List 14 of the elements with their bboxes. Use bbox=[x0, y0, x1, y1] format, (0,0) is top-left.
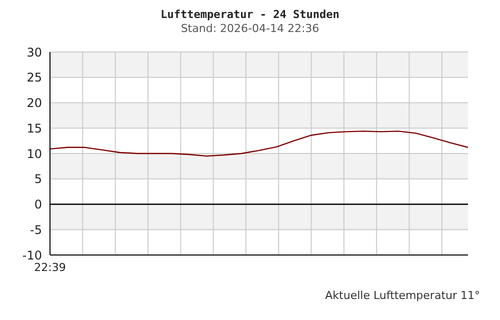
y-tick-label: 25 bbox=[26, 70, 42, 85]
chart-subtitle: Stand: 2026-04-14 22:36 bbox=[180, 22, 320, 35]
y-tick-label: 0 bbox=[34, 198, 42, 212]
text: Aktuelle Lufttemperatur 11° bbox=[324, 289, 480, 302]
y-tick-label: -10 bbox=[22, 248, 42, 262]
y-tick-label: -5 bbox=[30, 222, 42, 237]
y-tick-label: 20 bbox=[26, 96, 42, 110]
y-tick-label: 30 bbox=[26, 45, 42, 60]
y-tick-label: 10 bbox=[26, 146, 42, 161]
line-series bbox=[50, 130, 468, 157]
y-tick-label: 15 bbox=[26, 121, 42, 136]
x-tick-label: 22:39 bbox=[34, 260, 66, 274]
chart-title: Lufttemperatur - 24 Stunden bbox=[160, 8, 340, 21]
y-tick-label: 5 bbox=[34, 172, 42, 186]
